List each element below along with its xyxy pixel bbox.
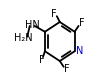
Text: F: F xyxy=(51,9,57,19)
Text: F: F xyxy=(39,55,45,65)
Text: H₂N: H₂N xyxy=(14,33,33,43)
Text: F: F xyxy=(64,64,69,74)
Text: F: F xyxy=(79,18,84,28)
Text: HN: HN xyxy=(25,20,40,30)
Text: N: N xyxy=(76,46,83,56)
